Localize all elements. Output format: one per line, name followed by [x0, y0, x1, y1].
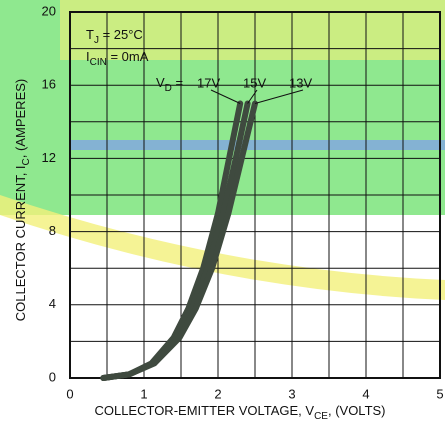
- y-axis-title-part: COLLECTOR CURRENT, I: [13, 165, 28, 321]
- y-tick-label: 8: [49, 223, 56, 238]
- y-tick-label: 0: [49, 369, 56, 384]
- y-tick-label: 20: [42, 3, 56, 18]
- x-tick-label: 4: [362, 386, 369, 401]
- series-label: 17V: [197, 75, 220, 90]
- annotation-part: = 25°C: [99, 27, 143, 42]
- x-tick-label: 3: [288, 386, 295, 401]
- x-tick-label: 1: [140, 386, 147, 401]
- annotation-part: T: [86, 27, 94, 42]
- annotation-part: CIN: [90, 57, 107, 68]
- x-axis-title-part: COLLECTOR-EMITTER VOLTAGE, V: [94, 403, 314, 418]
- annotation: TJ = 25°C: [86, 27, 143, 45]
- annotation-part: V: [156, 75, 165, 90]
- annotation: VD =: [156, 75, 183, 93]
- y-tick-label: 16: [42, 77, 56, 92]
- x-axis-title-part: CE: [314, 411, 328, 422]
- leader-line: [210, 89, 241, 104]
- annotation-part: = 0mA: [107, 49, 149, 64]
- curve: [100, 100, 258, 381]
- y-tick-label: 4: [49, 296, 56, 311]
- x-axis-title: COLLECTOR-EMITTER VOLTAGE, VCE, (VOLTS): [94, 403, 385, 421]
- y-axis-title: COLLECTOR CURRENT, IC, (AMPERES): [13, 79, 31, 322]
- y-tick-label: 12: [42, 150, 56, 165]
- watermark-logo: [60, 0, 445, 60]
- x-tick-label: 0: [66, 386, 73, 401]
- series-label: 15V: [243, 75, 266, 90]
- annotation: ICIN = 0mA: [86, 49, 149, 67]
- annotation-part: D: [165, 83, 172, 94]
- y-axis-title-part: C: [21, 158, 32, 165]
- plot-frame: [69, 11, 441, 379]
- annotation-part: J: [94, 35, 99, 46]
- series-label: 13V: [289, 75, 312, 90]
- x-tick-label: 2: [214, 386, 221, 401]
- y-axis-title-part: , (AMPERES): [13, 79, 28, 158]
- leader-line: [247, 89, 258, 104]
- x-axis-title-part: , (VOLTS): [328, 403, 386, 418]
- annotation-part: I: [86, 49, 90, 64]
- x-tick-label: 5: [436, 386, 443, 401]
- annotation-part: =: [172, 75, 183, 90]
- leader-line: [254, 89, 304, 104]
- watermark-band: [70, 140, 445, 150]
- watermark-band: [0, 195, 445, 300]
